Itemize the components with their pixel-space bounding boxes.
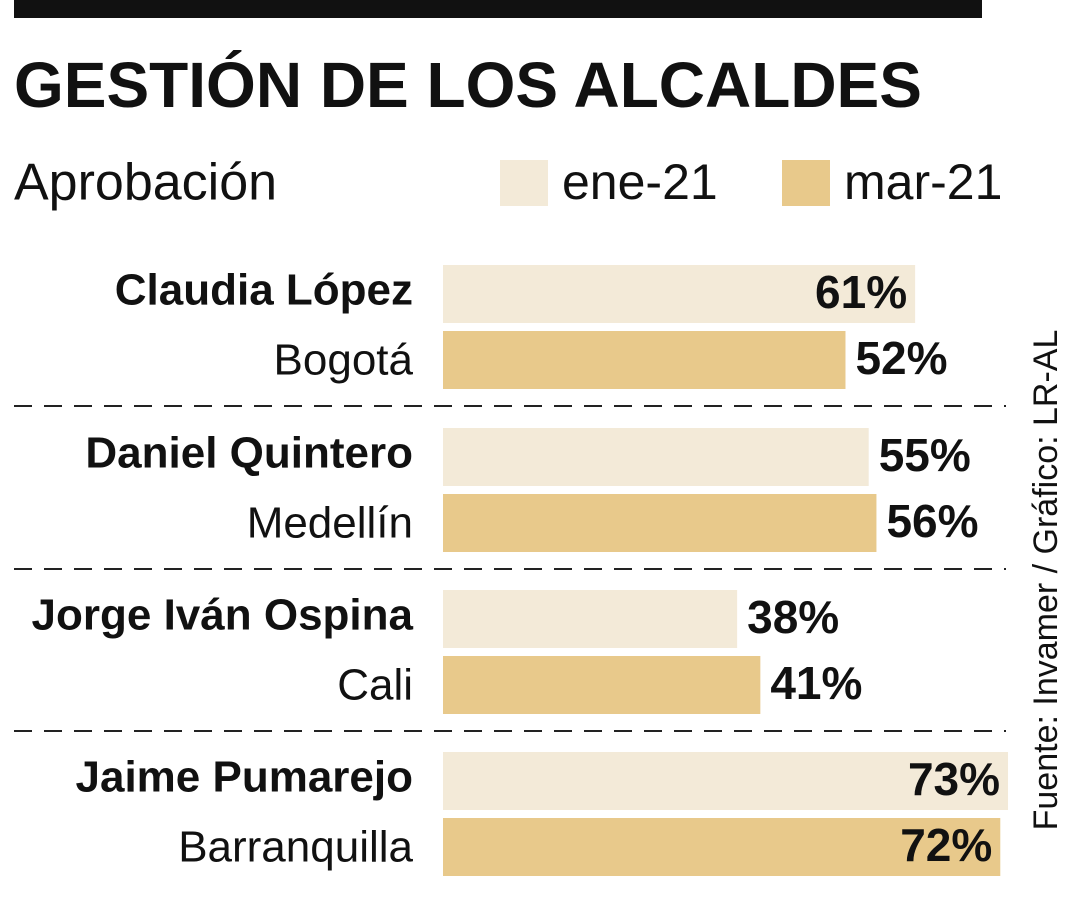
value-label: 38% bbox=[747, 591, 839, 643]
top-rule bbox=[14, 0, 982, 18]
subcategory-label: Barranquilla bbox=[178, 823, 413, 872]
subcategory-label: Medellín bbox=[247, 499, 413, 548]
bar bbox=[443, 656, 761, 714]
value-label: 52% bbox=[855, 332, 947, 384]
legend-label: ene-21 bbox=[562, 154, 718, 210]
bar bbox=[443, 265, 916, 323]
bar bbox=[443, 331, 846, 389]
subcategory-label: Cali bbox=[337, 661, 413, 710]
subcategory-label: Bogotá bbox=[274, 336, 414, 385]
bar bbox=[443, 752, 1009, 810]
chart-title: GESTIÓN DE LOS ALCALDES bbox=[14, 49, 922, 121]
legend-swatch bbox=[500, 160, 548, 206]
value-label: 61% bbox=[815, 266, 907, 318]
category-label: Claudia López bbox=[115, 266, 413, 315]
bar bbox=[443, 428, 869, 486]
bar bbox=[443, 590, 738, 648]
bar bbox=[443, 494, 877, 552]
value-label: 55% bbox=[879, 429, 971, 481]
value-label: 56% bbox=[886, 495, 978, 547]
bar bbox=[443, 818, 1001, 876]
legend-swatch bbox=[782, 160, 830, 206]
value-label: 72% bbox=[900, 819, 992, 871]
value-label: 41% bbox=[770, 657, 862, 709]
source-note: Fuente: Invamer / Gráfico: LR-AL bbox=[1027, 330, 1065, 831]
value-label: 73% bbox=[908, 753, 1000, 805]
chart-subtitle: Aprobación bbox=[14, 154, 277, 212]
category-label: Jorge Iván Ospina bbox=[32, 591, 414, 640]
category-label: Daniel Quintero bbox=[85, 429, 413, 478]
category-label: Jaime Pumarejo bbox=[76, 753, 414, 802]
legend-label: mar-21 bbox=[844, 154, 1002, 210]
